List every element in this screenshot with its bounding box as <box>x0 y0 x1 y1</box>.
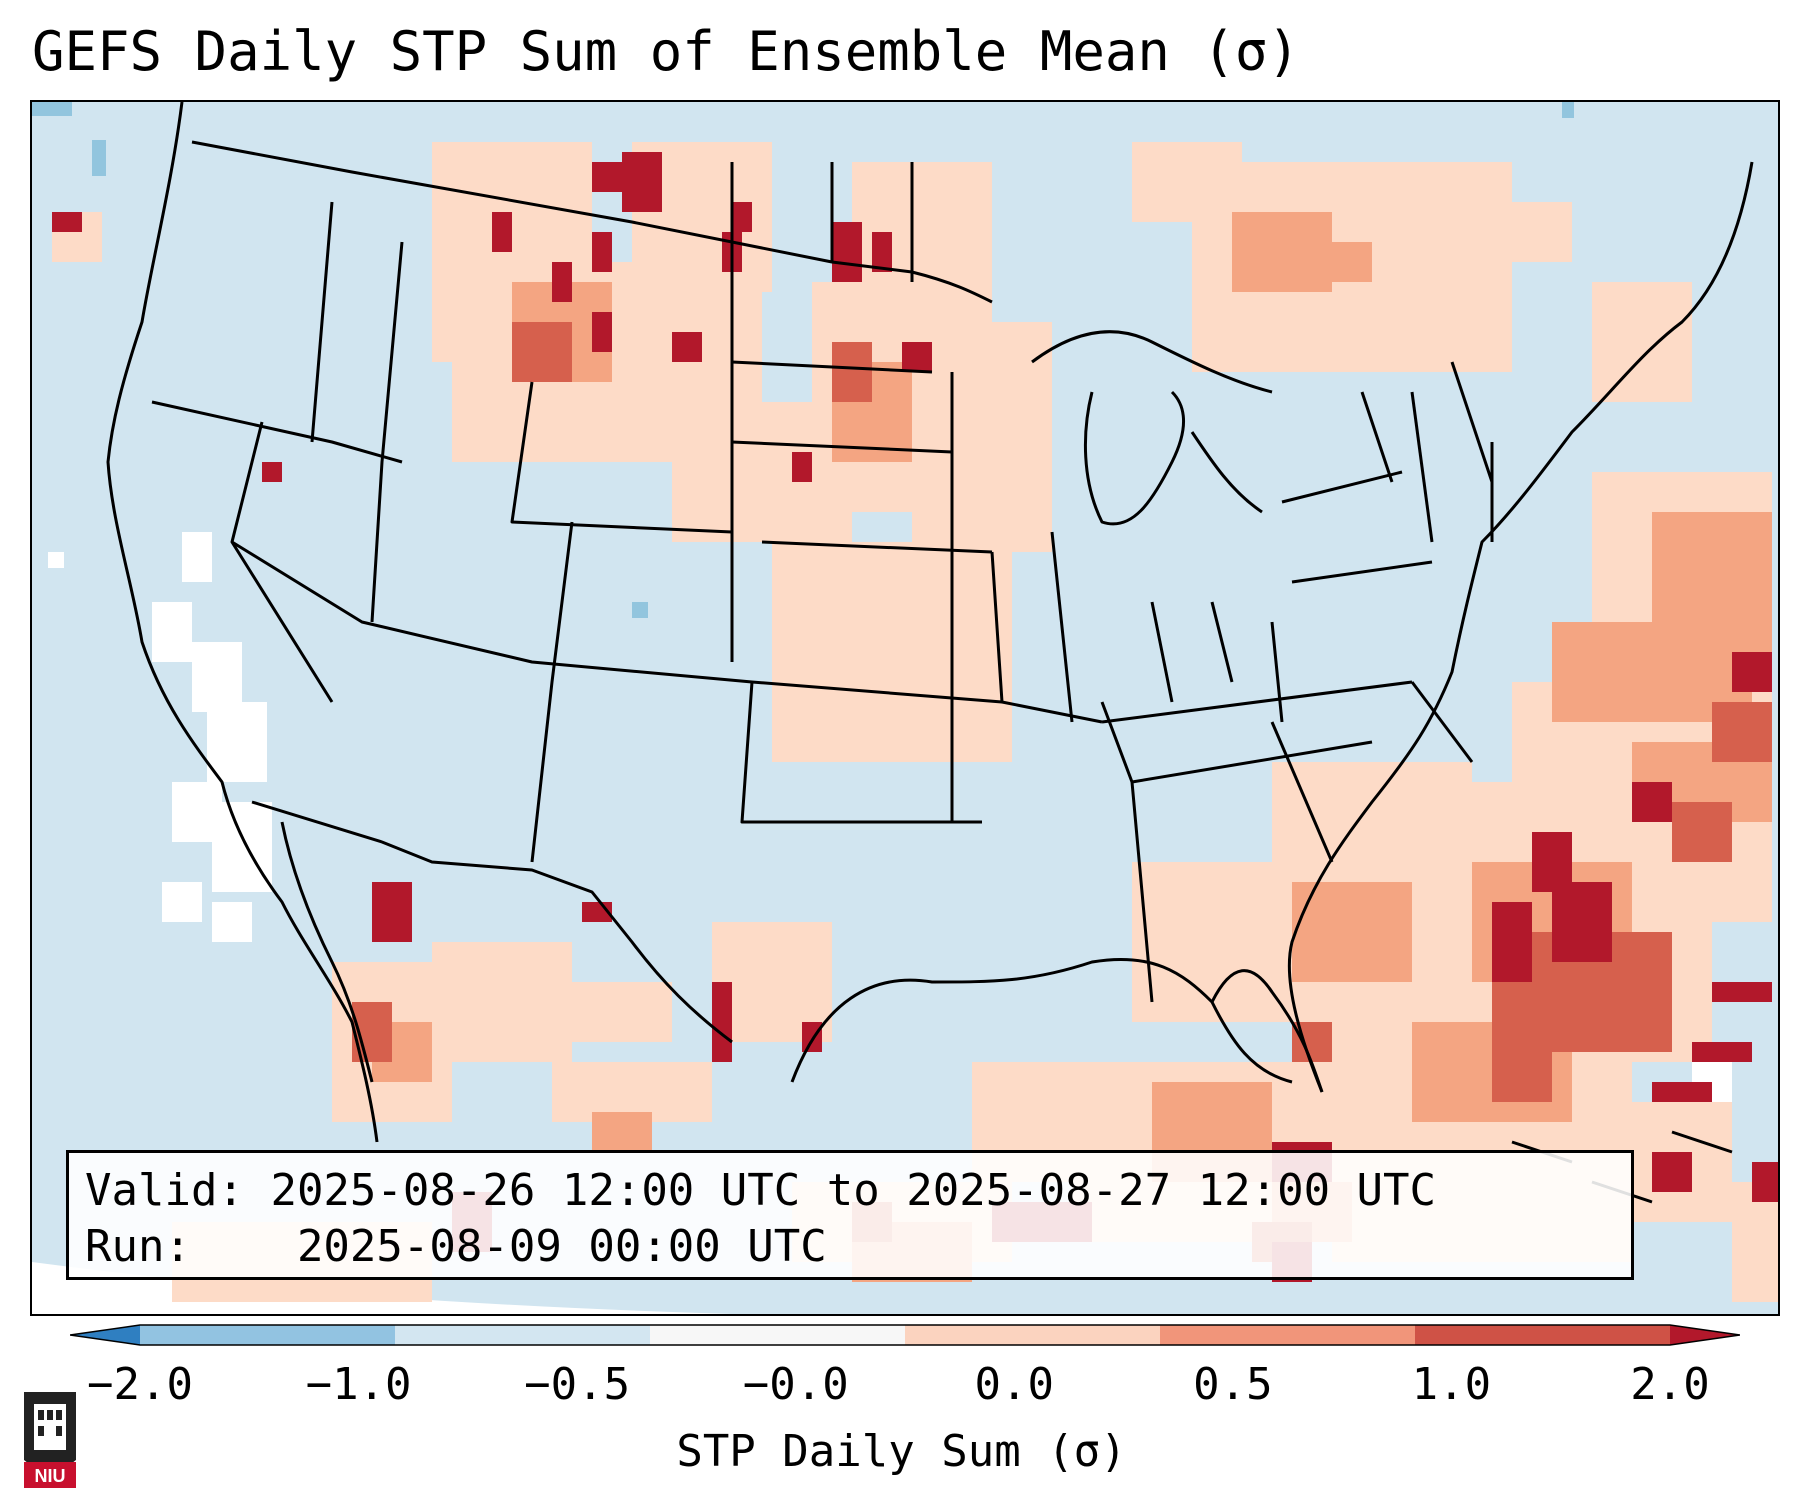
niu-logo: NIU <box>24 1392 76 1488</box>
map-panel <box>30 100 1780 1316</box>
colorbar-tick-label: 1.0 <box>1411 1359 1492 1410</box>
colorbar-bin <box>395 1325 651 1345</box>
valid-row: Valid: 2025-08-26 12:00 UTC to 2025-08-2… <box>85 1163 1615 1219</box>
colorbar-bin <box>140 1325 396 1345</box>
run-row: Run: 2025-08-09 00:00 UTC <box>85 1219 1615 1275</box>
valid-value: 2025-08-26 12:00 UTC to 2025-08-27 12:00… <box>270 1165 1437 1216</box>
map-svg <box>32 102 1778 1314</box>
boundaries <box>106 102 1754 1204</box>
colorbar-extend-min <box>70 1325 140 1345</box>
colorbar-tick-label: 0.5 <box>1193 1359 1273 1410</box>
colorbar-tick-label: −0.0 <box>742 1359 849 1410</box>
colorbar-tick-label: 0.0 <box>974 1359 1055 1410</box>
colorbar-tick-label: 2.0 <box>1630 1359 1710 1410</box>
colorbar-tick-label: −1.0 <box>305 1359 412 1410</box>
map-title: GEFS Daily STP Sum of Ensemble Mean (σ) <box>32 20 1300 83</box>
run-label: Run: <box>85 1221 191 1272</box>
colorbar-tick-label: −2.0 <box>87 1359 193 1410</box>
negative-region <box>32 102 1574 618</box>
valid-label: Valid: <box>85 1165 244 1216</box>
colorbar-bin <box>650 1325 906 1345</box>
near-zero-region <box>48 532 1732 1112</box>
colorbar-bin <box>1415 1325 1671 1345</box>
colorbar-tick-label: −0.5 <box>524 1359 631 1410</box>
svg-text:NIU: NIU <box>35 1466 66 1486</box>
colorbar-extend-max <box>1670 1325 1740 1345</box>
colorbar <box>70 1324 1740 1346</box>
colorbar-bins <box>70 1325 1740 1345</box>
colorbar-bin <box>905 1325 1161 1345</box>
colorbar-label: STP Daily Sum (σ) <box>676 1426 1127 1477</box>
run-value: 2025-08-09 00:00 UTC <box>296 1221 827 1272</box>
colorbar-outline <box>70 1324 1740 1346</box>
validity-info-box: Valid: 2025-08-26 12:00 UTC to 2025-08-2… <box>66 1150 1634 1280</box>
colorbar-bin <box>1160 1325 1416 1345</box>
